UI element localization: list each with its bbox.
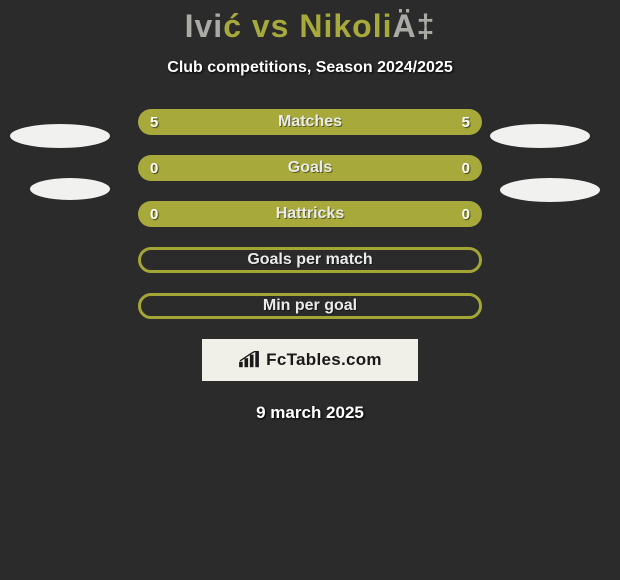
stat-label: Goals per match — [247, 251, 372, 268]
brand-text: FcTables.com — [266, 350, 382, 370]
stat-label: Matches — [278, 113, 342, 130]
stat-value-left: 0 — [150, 201, 158, 227]
bars-icon — [238, 351, 260, 369]
stat-rows: 5MatchesMatches50GoalsGoals00HattricksHa… — [0, 109, 620, 319]
footer-date: 9 march 2025 — [0, 403, 620, 423]
stat-row: 5MatchesMatches5 — [138, 109, 482, 135]
title-mid: ć vs Nikoli — [223, 8, 392, 44]
stat-value-right: 0 — [462, 155, 470, 181]
stat-row: 0GoalsGoals0 — [138, 155, 482, 181]
title-suffix: Ä‡ — [392, 8, 435, 44]
widget-root: Ivić vs NikoliÄ‡ Club competitions, Seas… — [0, 0, 620, 423]
subtitle: Club competitions, Season 2024/2025 — [0, 59, 620, 77]
stat-value-right: 0 — [462, 201, 470, 227]
stat-value-left: 5 — [150, 109, 158, 135]
title-prefix: Ivi — [185, 8, 224, 44]
stat-value-right: 5 — [462, 109, 470, 135]
stat-row: 0HattricksHattricks0 — [138, 201, 482, 227]
stat-label: Hattricks — [276, 205, 344, 222]
page-title: Ivić vs NikoliÄ‡ — [0, 0, 620, 45]
brand-box[interactable]: FcTables.com — [202, 339, 418, 381]
stat-row: Min per goalMin per goal — [138, 293, 482, 319]
stat-row: Goals per matchGoals per match — [138, 247, 482, 273]
stat-value-left: 0 — [150, 155, 158, 181]
stat-label: Goals — [288, 159, 332, 176]
stat-label: Min per goal — [263, 297, 357, 314]
